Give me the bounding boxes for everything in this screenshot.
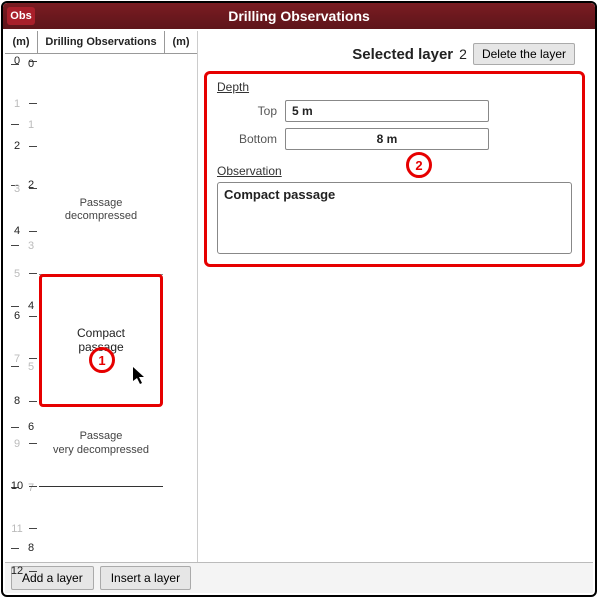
depth-tick: 6 [5,310,37,322]
depth-tick: 0 [5,52,197,70]
titlebar: Obs Drilling Observations [3,3,595,29]
selected-layer-index: 2 [459,46,467,62]
depth-tick: 5 [5,268,37,280]
log-layer-3[interactable]: Passagevery decompressed [39,401,163,487]
depth-top-label: Top [217,104,277,118]
depth-tick: 11 [5,523,37,535]
log-header-left: (m) [5,31,38,53]
delete-layer-button[interactable]: Delete the layer [473,43,575,65]
log-layer-1[interactable]: Passagedecompressed [39,146,163,275]
app-window: Obs Drilling Observations (m) Drilling O… [1,1,597,597]
log-header-right: (m) [165,31,197,53]
log-track[interactable]: 00112233445566778899101011111212Passaged… [5,53,197,562]
callout-2: 2 [406,152,432,178]
depth-tick: 3 [5,183,37,195]
depth-bottom-label: Bottom [217,132,277,146]
content-area: (m) Drilling Observations (m) 0011223344… [5,31,593,593]
window-title: Drilling Observations [3,8,595,24]
depth-tick: 1 [5,98,37,110]
selected-layer-label: Selected layer [352,46,453,63]
depth-top-row: Top 5 m [217,100,572,122]
depth-tick: 9 [5,597,197,598]
depth-tick: 8 [5,536,197,554]
insert-layer-button[interactable]: Insert a layer [100,566,191,590]
footer-bar: Add a layer Insert a layer [5,562,593,593]
log-layer-2[interactable]: Compactpassage [39,274,163,408]
edit-panel: Depth Top 5 m Bottom 8 m 2 Observation C… [204,71,585,267]
depth-tick: 9 [5,438,37,450]
depth-top-input[interactable]: 5 m [285,100,489,122]
main-area: (m) Drilling Observations (m) 0011223344… [5,31,593,562]
depth-bottom-row: Bottom 8 m [217,128,572,150]
depth-bottom-input[interactable]: 8 m [285,128,489,150]
depth-tick: 7 [5,353,37,365]
depth-tick: 4 [5,225,37,237]
log-header: (m) Drilling Observations (m) [5,31,197,54]
log-divider [39,486,163,487]
observation-input[interactable]: Compact passage [217,182,572,254]
observation-legend: Observation [217,164,572,178]
depth-legend: Depth [217,80,572,94]
log-panel: (m) Drilling Observations (m) 0011223344… [5,31,198,562]
depth-tick: 8 [5,395,37,407]
depth-tick: 2 [5,140,37,152]
depth-tick: 1 [5,113,197,131]
depth-tick: 12 [5,565,37,577]
depth-tick: 10 [5,480,37,492]
details-panel: Selected layer 2 Delete the layer Depth … [198,31,593,562]
log-header-center: Drilling Observations [38,31,165,53]
selected-layer-row: Selected layer 2 Delete the layer [204,43,575,65]
